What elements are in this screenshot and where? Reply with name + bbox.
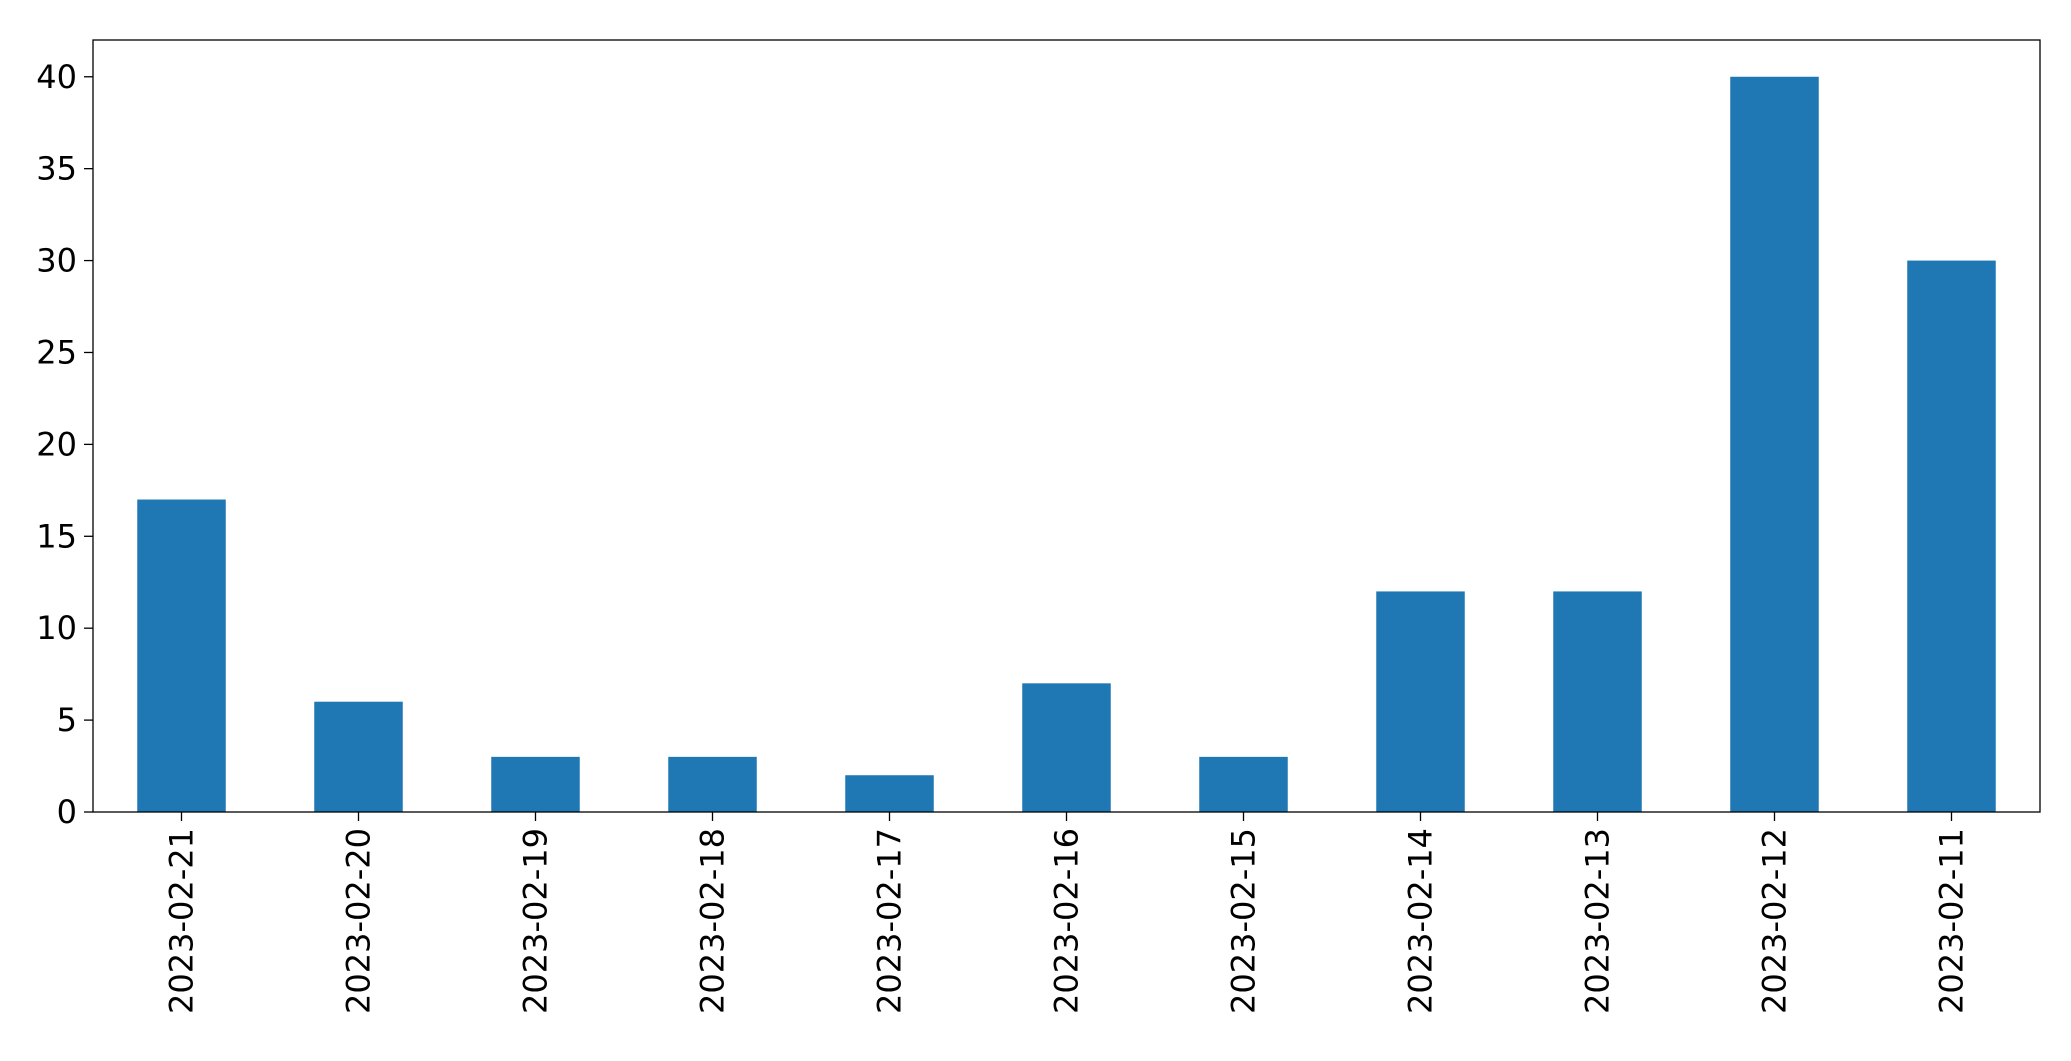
y-tick-label: 35 [36,150,77,188]
x-tick-label: 2023-02-13 [1579,828,1617,1014]
bar [137,499,226,812]
bar [845,775,934,812]
y-tick-label: 0 [57,793,77,831]
bar [668,756,757,812]
bar [1730,76,1819,812]
x-tick-label: 2023-02-17 [871,828,909,1014]
bar [491,756,580,812]
x-tick-label: 2023-02-18 [694,828,732,1014]
y-tick-label: 15 [36,517,77,555]
x-tick-label: 2023-02-16 [1048,828,1086,1014]
bar [1022,683,1111,812]
bar [314,701,403,812]
y-tick-label: 30 [36,242,77,280]
bar [1907,260,1996,813]
x-tick-label: 2023-02-11 [1933,828,1971,1014]
y-tick-label: 10 [36,609,77,647]
y-tick-label: 40 [36,58,77,96]
bar [1553,591,1642,812]
plot-frame [92,39,2041,813]
x-tick-label: 2023-02-15 [1225,828,1263,1014]
bar [1376,591,1465,812]
x-tick-label: 2023-02-19 [517,828,555,1014]
x-tick-label: 2023-02-21 [163,828,201,1014]
bar [1199,756,1288,812]
y-tick-label: 20 [36,425,77,463]
y-tick-label: 5 [57,701,77,739]
x-tick-label: 2023-02-14 [1402,828,1440,1014]
x-tick-label: 2023-02-12 [1756,828,1794,1014]
x-tick-label: 2023-02-20 [340,828,378,1014]
y-tick-label: 25 [36,333,77,371]
